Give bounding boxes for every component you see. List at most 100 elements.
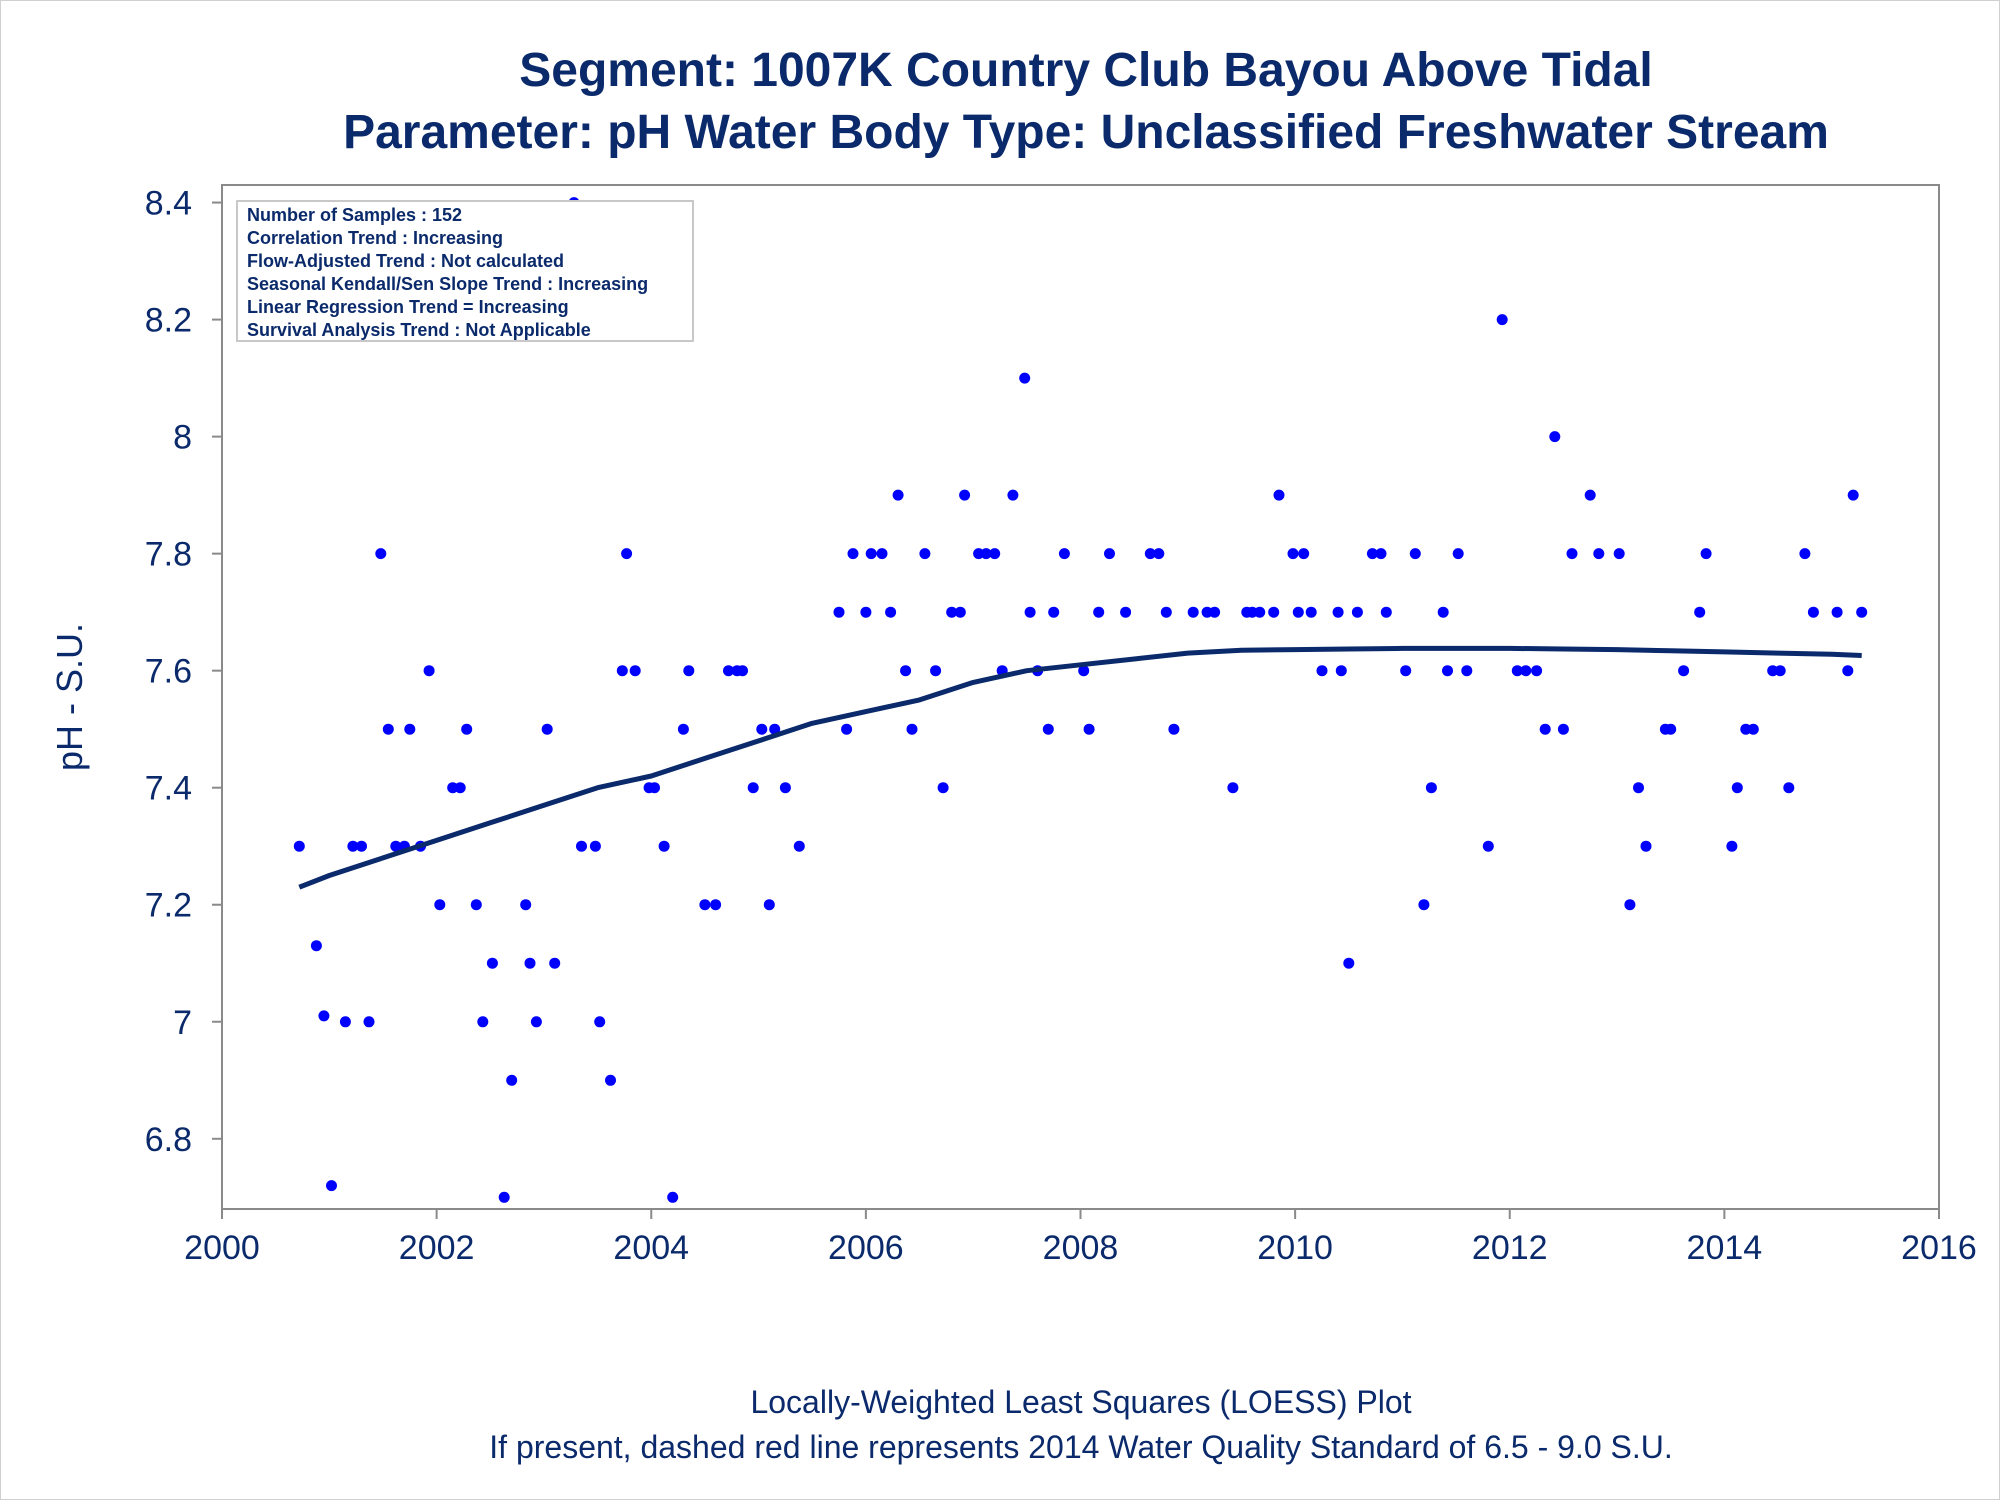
data-point [576, 840, 587, 852]
data-point [363, 1016, 375, 1028]
data-point [1640, 840, 1652, 852]
data-point [1593, 548, 1605, 560]
data-point [605, 1074, 616, 1086]
data-point [1366, 548, 1378, 560]
data-point [769, 723, 781, 735]
x-tick-label: 2008 [1043, 1229, 1119, 1267]
x-axis: 2000 2002 2004 2006 2008 2010 2012 2014 2016 [184, 1209, 1977, 1267]
data-point [1168, 723, 1180, 735]
data-point [1227, 782, 1239, 794]
data-point [1273, 489, 1285, 501]
y-tick-label: 7.4 [145, 770, 192, 808]
data-point [549, 957, 561, 969]
data-point [1665, 723, 1677, 735]
data-point [589, 840, 601, 852]
data-point [833, 606, 845, 618]
data-point [1442, 665, 1453, 677]
data-point [1104, 548, 1115, 560]
data-point [318, 1010, 330, 1022]
data-point [616, 665, 628, 677]
data-point [1343, 957, 1355, 969]
data-point [747, 782, 759, 794]
data-point [892, 489, 904, 501]
data-point [1847, 489, 1859, 501]
data-point [900, 665, 912, 677]
data-point [1144, 548, 1156, 560]
x-tick-label: 2004 [613, 1229, 689, 1267]
data-point [1409, 548, 1421, 560]
data-point [1452, 548, 1464, 560]
data-point [390, 840, 402, 852]
data-point [1700, 548, 1712, 560]
data-point [756, 723, 768, 735]
data-point [1380, 606, 1392, 618]
data-point [375, 548, 387, 560]
data-point [1694, 606, 1706, 618]
data-point [1093, 606, 1105, 618]
data-point [541, 723, 553, 735]
data-point [919, 548, 931, 560]
info-line-flow-adjusted: Flow-Adjusted Trend : Not calculated [247, 251, 564, 271]
data-point [677, 723, 689, 735]
data-point [1482, 840, 1494, 852]
data-point [959, 489, 971, 501]
info-box-border [236, 200, 694, 342]
data-point [477, 1016, 489, 1028]
data-point [1624, 899, 1636, 911]
data-point [1058, 548, 1070, 560]
data-point [1287, 548, 1299, 560]
data-point [1856, 606, 1868, 618]
data-point [723, 665, 734, 677]
data-point [1520, 665, 1532, 677]
data-point [1807, 606, 1819, 618]
data-point [347, 840, 359, 852]
data-point [293, 840, 305, 852]
data-point [779, 782, 791, 794]
data-point [1209, 606, 1221, 618]
data-point [1153, 548, 1165, 560]
data-point [1083, 723, 1095, 735]
data-point [946, 606, 958, 618]
data-point [937, 782, 949, 794]
data-point [763, 899, 775, 911]
chart-title: Segment: 1007K Country Club Bayou Above … [519, 44, 1653, 97]
y-tick-label: 8 [173, 419, 192, 457]
data-point [1726, 840, 1738, 852]
data-point [1731, 782, 1743, 794]
data-point [841, 723, 853, 735]
info-line-linear-regression: Linear Regression Trend = Increasing [247, 297, 569, 317]
y-tick-label: 7.2 [145, 887, 192, 925]
footnote-loess: Locally-Weighted Least Squares (LOESS) P… [750, 1384, 1411, 1420]
data-point [461, 723, 473, 735]
data-point [876, 548, 888, 560]
data-point [954, 606, 966, 618]
data-point [683, 665, 695, 677]
y-tick-label: 6.8 [145, 1121, 192, 1159]
footnote-standard: If present, dashed red line represents 2… [489, 1429, 1672, 1465]
data-point [1375, 548, 1387, 560]
data-point [1019, 372, 1031, 384]
data-point [1531, 665, 1543, 677]
data-point [1351, 606, 1363, 618]
data-point [1461, 665, 1473, 677]
x-tick-label: 2006 [828, 1229, 904, 1267]
x-tick-label: 2012 [1472, 1229, 1548, 1267]
loess-line [298, 645, 1862, 890]
data-point [470, 899, 482, 911]
data-point [1678, 665, 1690, 677]
data-point [1774, 665, 1786, 677]
data-point [498, 1191, 510, 1203]
data-point [1160, 606, 1172, 618]
y-tick-label: 7.6 [145, 653, 192, 691]
data-point [906, 723, 918, 735]
x-tick-label: 2000 [184, 1229, 260, 1267]
chart-subtitle: Parameter: pH Water Body Type: Unclassif… [343, 106, 1829, 159]
data-point [1024, 606, 1036, 618]
data-point [1539, 723, 1551, 735]
data-point [793, 840, 805, 852]
data-point [980, 548, 992, 560]
data-point [454, 782, 466, 794]
data-point [1120, 606, 1132, 618]
data-point [1048, 606, 1060, 618]
